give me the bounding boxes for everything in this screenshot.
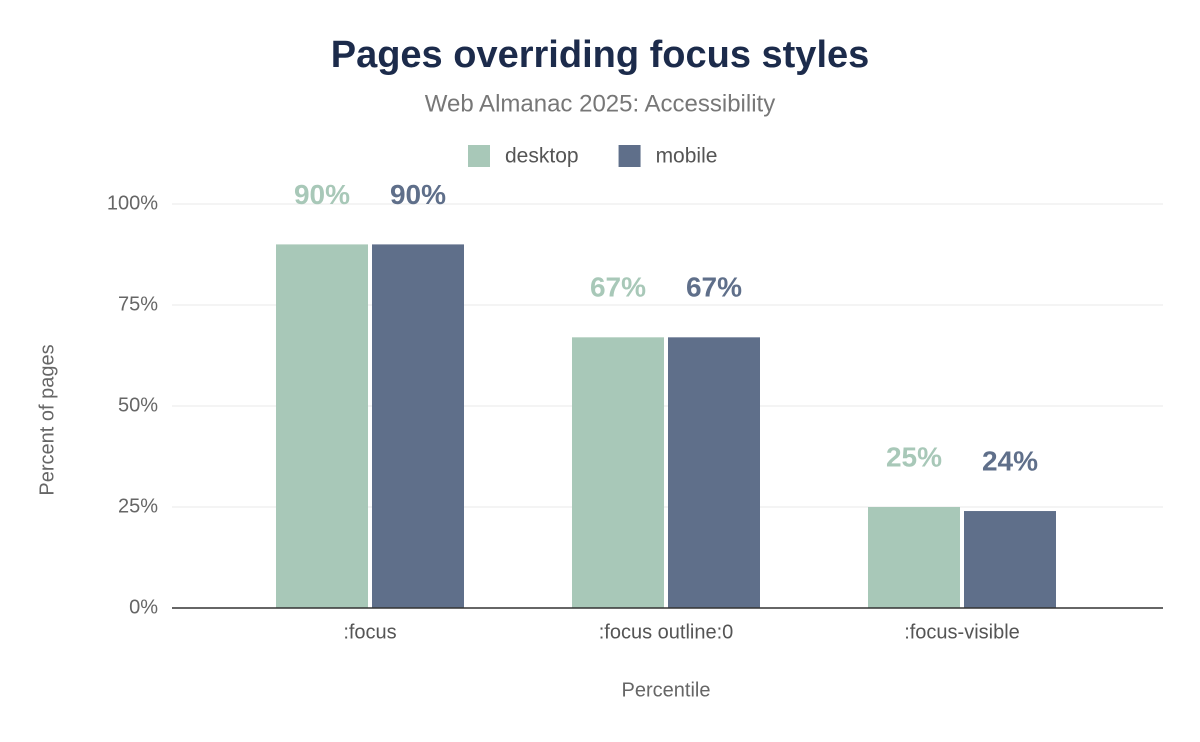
bar — [276, 244, 368, 608]
chart-subtitle: Web Almanac 2025: Accessibility — [425, 90, 775, 117]
value-label: 67% — [590, 272, 646, 303]
chart-title: Pages overriding focus styles — [331, 34, 870, 76]
x-tick-label: :focus — [343, 621, 396, 643]
value-label: 25% — [886, 441, 942, 472]
legend-label: desktop — [505, 145, 579, 168]
value-label: 90% — [294, 179, 350, 210]
x-axis-title: Percentile — [622, 679, 711, 701]
bar — [372, 244, 464, 608]
bar — [572, 337, 664, 608]
y-tick-label: 25% — [118, 495, 158, 517]
y-tick-label: 0% — [129, 596, 158, 618]
y-tick-label: 75% — [118, 293, 158, 315]
value-label: 24% — [982, 445, 1038, 476]
y-axis-title: Percent of pages — [36, 344, 58, 495]
x-tick-label: :focus outline:0 — [599, 621, 734, 643]
legend-swatch — [618, 145, 641, 167]
bar — [964, 511, 1056, 608]
bar — [868, 507, 960, 608]
legend-label: mobile — [656, 145, 718, 168]
x-tick-label: :focus-visible — [904, 621, 1020, 643]
y-tick-label: 50% — [118, 394, 158, 416]
bar — [668, 337, 760, 608]
value-label: 67% — [686, 272, 742, 303]
legend-swatch — [468, 145, 490, 167]
value-label: 90% — [390, 179, 446, 210]
y-tick-label: 100% — [107, 192, 158, 214]
